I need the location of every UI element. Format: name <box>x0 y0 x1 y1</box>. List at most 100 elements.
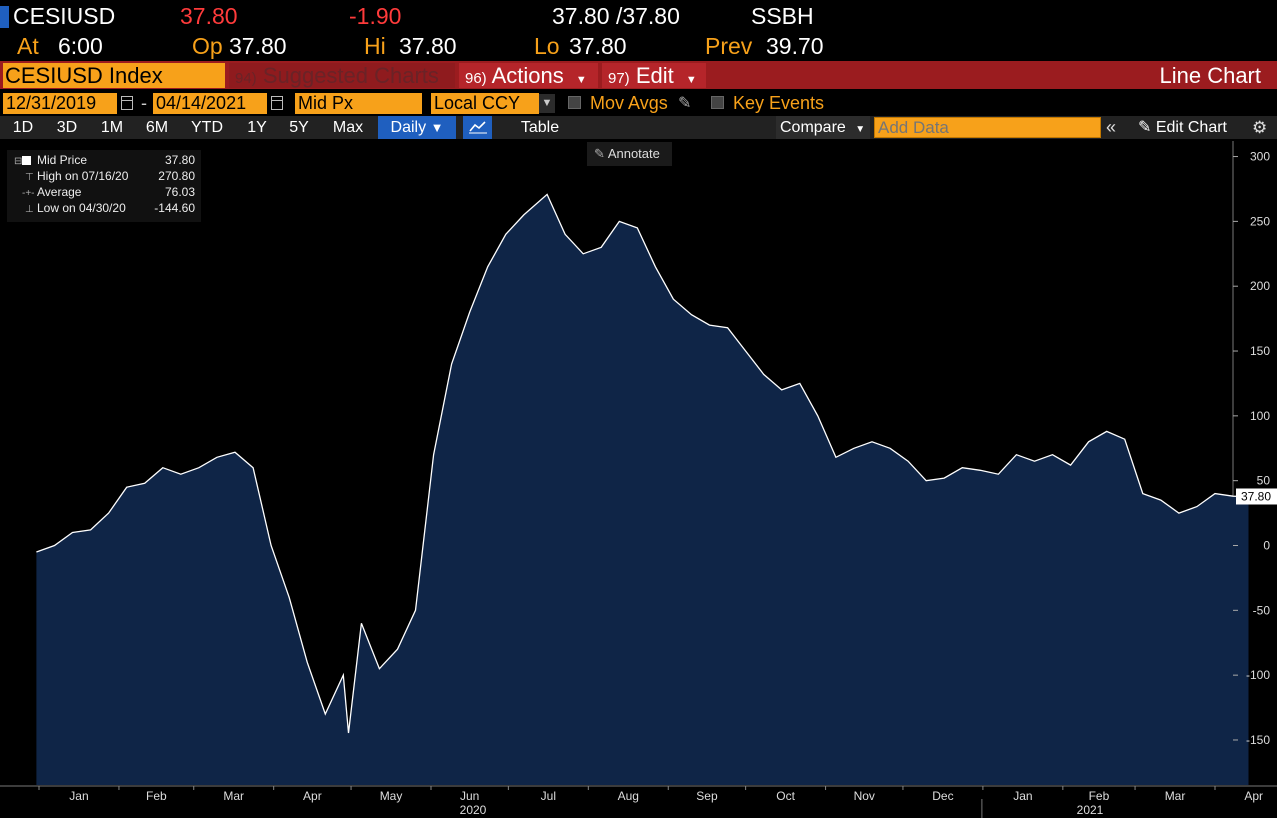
y-tick-label: 200 <box>1250 279 1270 293</box>
y-tick-label: -50 <box>1253 603 1271 617</box>
legend-name: High on 07/16/20 <box>37 169 129 183</box>
calendar-icon[interactable] <box>121 96 133 110</box>
range-ytd-button[interactable]: YTD <box>191 119 223 136</box>
gear-icon[interactable]: ⚙ <box>1252 118 1268 137</box>
x-tick-label: Mar <box>223 789 244 803</box>
chevron-down-icon: ▼ <box>685 74 697 86</box>
legend-row-mid-price[interactable]: ⊟ Mid Price 37.80 <box>7 152 201 168</box>
price-chart[interactable]: 300 250 200 150 100 50 0 -50 -100 -150 37.80 Jan Feb… <box>0 140 1277 818</box>
year-label-2020: 2020 <box>460 803 487 817</box>
low-marker-icon: ⊥ <box>25 204 34 215</box>
series-area-fill <box>36 194 1249 785</box>
range-5y-button[interactable]: 5Y <box>289 119 309 136</box>
start-date-field[interactable]: 12/31/2019 <box>3 93 117 114</box>
at-time: 6:00 <box>58 33 103 59</box>
legend-value: 37.80 <box>164 153 195 167</box>
line-chart-icon <box>468 121 487 134</box>
suggested-charts-label: Suggested Charts <box>262 63 439 88</box>
y-tick-label: -100 <box>1246 668 1270 682</box>
prev-label: Prev <box>705 33 753 59</box>
collapse-icon[interactable]: « <box>1106 117 1117 137</box>
x-tick-label: Dec <box>932 789 953 803</box>
line-chart-view-button[interactable] <box>463 116 492 139</box>
average-marker-icon: -+- <box>22 188 35 199</box>
at-label: At <box>17 33 39 59</box>
range-1y-button[interactable]: 1Y <box>247 119 267 136</box>
end-date-field[interactable]: 04/14/2021 <box>153 93 267 114</box>
range-max-button[interactable]: Max <box>332 119 364 136</box>
y-tick-label: 50 <box>1257 474 1271 488</box>
x-tick-label: Apr <box>303 789 322 803</box>
legend-value: 76.03 <box>164 185 195 199</box>
x-tick-label: Feb <box>146 789 167 803</box>
last-value-badge <box>1236 488 1277 505</box>
frequency-select[interactable]: Daily ▼ <box>378 116 456 139</box>
security-field[interactable]: CESIUSD Index <box>3 63 225 88</box>
chevron-down-icon: ▼ <box>430 120 444 135</box>
range-6m-button[interactable]: 6M <box>145 119 169 136</box>
compare-select[interactable]: Compare ▼ <box>776 116 870 139</box>
add-data-input[interactable] <box>874 117 1101 138</box>
pencil-icon[interactable]: ✎ <box>678 95 692 112</box>
pencil-icon: ✎ <box>1138 119 1152 136</box>
ticker-color-tag <box>0 6 9 28</box>
chart-type-label: Line Chart <box>1159 63 1261 88</box>
edit-label: Edit <box>635 63 674 88</box>
key-events-checkbox[interactable] <box>711 96 724 109</box>
edit-chart-button[interactable]: ✎ Edit Chart <box>1138 116 1227 139</box>
prev-price: 39.70 <box>766 33 824 59</box>
currency-select[interactable]: Local CCY <box>431 93 539 114</box>
expand-icon[interactable]: ⊟ <box>14 156 23 167</box>
legend-row-low: ⊥ Low on 04/30/20 -144.60 <box>7 200 201 216</box>
high-marker-icon: ⊤ <box>25 172 34 183</box>
series-swatch <box>22 156 31 165</box>
last-value-label: 37.80 <box>1241 489 1271 503</box>
table-view-button[interactable]: Table <box>520 119 560 136</box>
key-events-label: Key Events <box>733 93 825 113</box>
mov-avgs-checkbox[interactable] <box>568 96 581 109</box>
net-change: -1.90 <box>349 3 402 29</box>
x-tick-label: Jan <box>1013 789 1032 803</box>
x-tick-label: Feb <box>1089 789 1110 803</box>
y-tick-label: 300 <box>1250 150 1270 164</box>
x-tick-label: Mar <box>1165 789 1186 803</box>
mov-avgs-label: Mov Avgs <box>590 93 668 113</box>
legend-row-average: -+- Average 76.03 <box>7 184 201 200</box>
range-1m-button[interactable]: 1M <box>100 119 124 136</box>
x-tick-label: Aug <box>618 789 639 803</box>
range-1d-button[interactable]: 1D <box>12 119 34 136</box>
legend-name: Average <box>37 185 82 199</box>
series-line-mid-price <box>36 193 1249 734</box>
edit-number: 97) <box>608 70 630 87</box>
chart-legend[interactable]: ⊟ Mid Price 37.80 ⊤ High on 07/16/20 270… <box>7 150 201 222</box>
open-price: 37.80 <box>229 33 287 59</box>
ticker: CESIUSD <box>13 3 116 29</box>
range-3d-button[interactable]: 3D <box>56 119 78 136</box>
y-tick-label: 150 <box>1250 344 1270 358</box>
date-separator: - <box>141 93 147 113</box>
calendar-icon[interactable] <box>271 96 283 110</box>
actions-menu-button[interactable]: 96) Actions ▼ <box>459 63 598 88</box>
compare-label: Compare <box>780 119 846 136</box>
low-price: 37.80 <box>569 33 627 59</box>
chevron-down-icon[interactable]: ▼ <box>539 94 555 113</box>
chevron-down-icon: ▼ <box>575 74 587 86</box>
open-label: Op <box>192 33 223 59</box>
chevron-down-icon: ▼ <box>855 124 866 135</box>
y-tick-label: 250 <box>1250 214 1270 228</box>
price-field-select[interactable]: Mid Px <box>295 93 422 114</box>
suggested-charts-button[interactable]: 94) Suggested Charts <box>229 63 455 88</box>
legend-value: 270.80 <box>158 169 195 183</box>
high-label: Hi <box>364 33 386 59</box>
x-tick-label: May <box>380 789 403 803</box>
year-label-2021: 2021 <box>1077 803 1104 817</box>
annotate-label: Annotate <box>607 146 660 161</box>
pricing-source: SSBH <box>751 3 814 29</box>
annotate-button[interactable]: ✎ Annotate <box>587 142 672 166</box>
legend-row-high: ⊤ High on 07/16/20 270.80 <box>7 168 201 184</box>
high-price: 37.80 <box>399 33 457 59</box>
y-tick-label: 0 <box>1263 539 1270 553</box>
actions-label: Actions <box>491 63 564 88</box>
x-tick-label: Sep <box>696 789 718 803</box>
edit-menu-button[interactable]: 97) Edit ▼ <box>602 63 706 88</box>
